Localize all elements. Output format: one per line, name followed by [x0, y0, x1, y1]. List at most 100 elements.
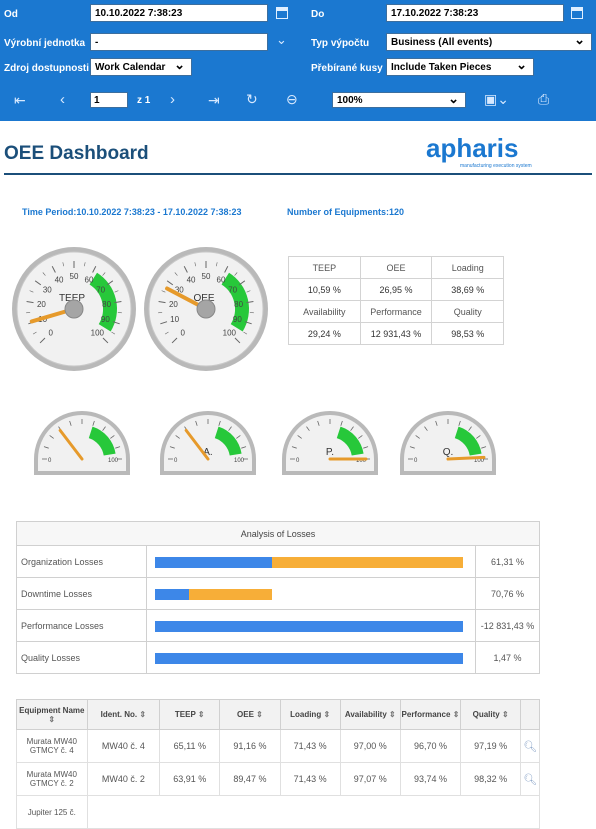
cell-availability: 97,07 %: [340, 763, 400, 796]
report-area: OEE Dashboard apharis manufacturing exec…: [0, 121, 596, 811]
gauge-tick-label: 0: [48, 328, 53, 337]
title-divider: [4, 173, 592, 175]
loss-bar: [146, 546, 475, 578]
next-page-icon[interactable]: ›: [170, 91, 175, 108]
unit-field[interactable]: -: [90, 33, 268, 51]
gauge-tick-label: 40: [55, 276, 64, 285]
col-header[interactable]: Loading ⇕: [280, 700, 340, 730]
cell-quality: 97,19 %: [461, 730, 521, 763]
kpi-header: Performance: [360, 301, 432, 323]
gauge-tick-label: 100: [108, 458, 119, 464]
gauge-tick-label: 10: [170, 315, 179, 324]
cell-name: Murata MW40 GTMCY č. 2: [17, 763, 88, 796]
loss-value: 70,76 %: [476, 578, 540, 610]
col-header[interactable]: Availability ⇕: [340, 700, 400, 730]
col-header[interactable]: Equipment Name ⇕: [17, 700, 88, 730]
gauge-hub: [65, 300, 83, 318]
gauge-tick-label: 80: [234, 300, 243, 309]
cell-name: Murata MW40 GTMCY č. 4: [17, 730, 88, 763]
gauge-tick-label: 50: [202, 272, 211, 281]
col-header[interactable]: Quality ⇕: [461, 700, 521, 730]
cell-performance: 93,74 %: [400, 763, 460, 796]
save-icon[interactable]: ▣⌄: [484, 91, 509, 108]
last-page-icon[interactable]: ⇥: [208, 92, 220, 109]
kpi-header: Availability: [289, 301, 361, 323]
report-toolbar: Od 10.10.2022 7:38:23 Do 17.10.2022 7:38…: [0, 0, 596, 121]
col-header[interactable]: OEE ⇕: [220, 700, 280, 730]
cell-ident: MW40 č. 2: [87, 763, 160, 796]
print-icon[interactable]: ⎙: [538, 91, 549, 108]
gauge-tick-label: 100: [223, 328, 237, 337]
kpi-value: 10,59 %: [289, 279, 361, 301]
loss-name: Performance Losses: [17, 610, 147, 642]
gauge-tick-label: 20: [37, 300, 46, 309]
kpi-header: OEE: [360, 257, 432, 279]
loss-value: 61,31 %: [476, 546, 540, 578]
loss-bar-blue: [155, 557, 272, 568]
pieces-select[interactable]: Include Taken Pieces: [386, 58, 534, 76]
kpi-table: TEEP OEE Loading 10,59 % 26,95 % 38,69 %…: [288, 256, 504, 345]
gauge-tick-label: 60: [217, 276, 226, 285]
page-input[interactable]: 1: [90, 92, 128, 108]
back-icon[interactable]: ⊖: [286, 91, 298, 108]
do-field[interactable]: 17.10.2022 7:38:23: [386, 4, 564, 22]
gauge-tick-label: 20: [169, 300, 178, 309]
kpi-header: TEEP: [289, 257, 361, 279]
col-header[interactable]: Performance ⇕: [400, 700, 460, 730]
do-label: Do: [311, 9, 324, 20]
page-of: z 1: [137, 95, 150, 106]
cell-availability: 97,00 %: [340, 730, 400, 763]
cell-oee: 91,16 %: [220, 730, 280, 763]
gauge-tick-label: 30: [43, 286, 52, 295]
equipment-count: Number of Equipments:120: [287, 207, 404, 217]
loss-bar: [146, 642, 475, 674]
gauge-tick-label: 40: [187, 276, 196, 285]
col-header-blank: [521, 700, 540, 730]
zoom-select[interactable]: 100%: [332, 92, 466, 108]
loss-bar: [146, 578, 475, 610]
magnifier-icon[interactable]: 🔍︎: [521, 763, 540, 796]
kpi-value: 98,53 %: [432, 323, 504, 345]
col-header[interactable]: Ident. No. ⇕: [87, 700, 160, 730]
cell-name: Jupiter 125 č.: [17, 796, 88, 829]
unit-label: Výrobní jednotka: [4, 38, 85, 49]
cell-oee: 89,47 %: [220, 763, 280, 796]
chevron-down-icon[interactable]: ⌄: [276, 32, 287, 48]
calendar-icon[interactable]: [276, 7, 288, 19]
gauge-tick-label: 90: [101, 315, 110, 324]
cell-teep: 65,11 %: [160, 730, 220, 763]
loss-bar-blue: [155, 653, 463, 664]
gauge-tick-label: 100: [234, 458, 245, 464]
cell-loading: 71,43 %: [280, 730, 340, 763]
od-label: Od: [4, 9, 18, 20]
prev-page-icon[interactable]: ‹: [60, 91, 65, 108]
calc-select[interactable]: Business (All events): [386, 33, 592, 51]
kpi-value: 12 931,43 %: [360, 323, 432, 345]
apharis-logo: apharis manufacturing execution system: [424, 131, 554, 171]
losses-table: Analysis of Losses Organization Losses 6…: [16, 521, 540, 674]
magnifier-icon[interactable]: 🔍︎: [521, 730, 540, 763]
first-page-icon[interactable]: ⇤: [14, 92, 26, 109]
table-row: Jupiter 125 č.: [17, 796, 540, 829]
table-row: Murata MW40 GTMCY č. 2 MW40 č. 2 63,91 %…: [17, 763, 540, 796]
gauge-label: P.: [326, 447, 334, 458]
kpi-value: 29,24 %: [289, 323, 361, 345]
gauge-tick-label: 80: [102, 300, 111, 309]
kpi-header: Quality: [432, 301, 504, 323]
calendar-icon[interactable]: [571, 7, 583, 19]
gauge-tick-label: 60: [85, 276, 94, 285]
page-title: OEE Dashboard: [4, 143, 149, 165]
col-header[interactable]: TEEP ⇕: [160, 700, 220, 730]
gauge-tick-label: 70: [228, 286, 237, 295]
refresh-icon[interactable]: ↻: [246, 91, 258, 108]
svg-text:manufacturing execution system: manufacturing execution system: [460, 163, 532, 169]
pieces-label: Přebírané kusy: [311, 63, 383, 74]
gauge-tick-label: 90: [233, 315, 242, 324]
cell-performance: 96,70 %: [400, 730, 460, 763]
kpi-value: 38,69 %: [432, 279, 504, 301]
source-select[interactable]: Work Calendar: [90, 58, 192, 76]
loss-value: 1,47 %: [476, 642, 540, 674]
od-field[interactable]: 10.10.2022 7:38:23: [90, 4, 268, 22]
loss-bar-blue: [155, 589, 189, 600]
loss-value: -12 831,43 %: [476, 610, 540, 642]
